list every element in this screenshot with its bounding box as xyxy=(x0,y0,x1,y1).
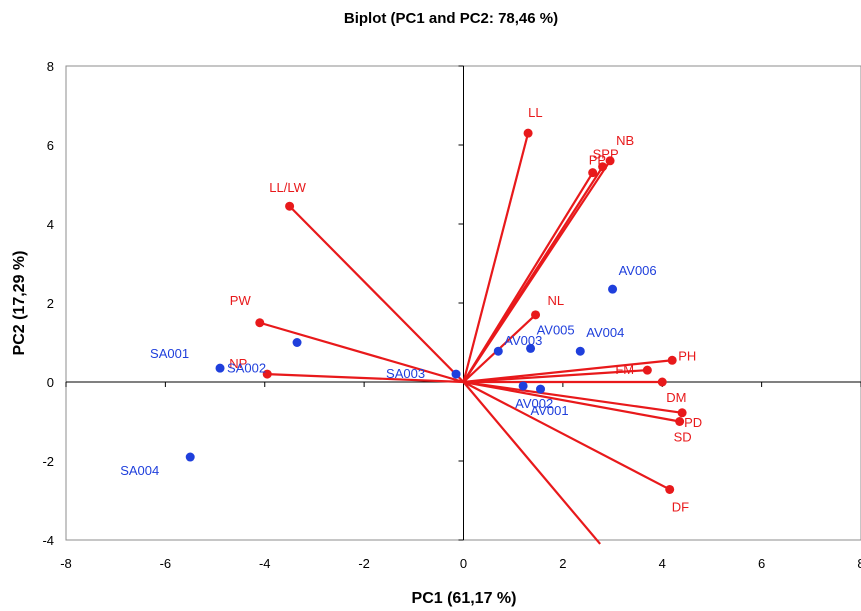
x-tick-label: 6 xyxy=(758,556,765,571)
observation-point xyxy=(526,343,536,353)
variable-point xyxy=(255,318,265,328)
variable-point xyxy=(262,369,272,379)
observation-label: AV003 xyxy=(504,333,542,348)
x-tick-label: -6 xyxy=(160,556,172,571)
observation-label: SA003 xyxy=(386,366,425,381)
variable-vectors xyxy=(255,128,687,545)
chart-title: Biplot (PC1 and PC2: 78,46 %) xyxy=(344,10,558,27)
variable-label: DF xyxy=(672,499,689,514)
observation-point xyxy=(575,346,585,356)
y-tick-label: -2 xyxy=(42,454,54,469)
observation-point xyxy=(292,338,302,347)
variable-vector xyxy=(259,321,464,384)
y-tick-label: 4 xyxy=(47,217,54,232)
variable-label: NP xyxy=(229,356,247,371)
tick-labels: -8 -6 -4 -2 0 2 4 6 8 -4 -2 0 2 4 6 8 xyxy=(42,59,861,571)
y-tick-label: 2 xyxy=(47,296,54,311)
variable-label: FM xyxy=(615,362,634,377)
variable-vector xyxy=(462,132,530,383)
variable-point xyxy=(588,168,598,178)
axes-layer xyxy=(65,65,861,541)
observation-label: AV002 xyxy=(515,396,553,411)
variable-label: LL/LW xyxy=(269,180,306,195)
observation-label: AV005 xyxy=(537,322,575,337)
observation-point xyxy=(215,363,225,373)
variable-vector xyxy=(463,380,683,414)
x-tick-label: 0 xyxy=(460,556,467,571)
x-tick-label: 8 xyxy=(857,556,861,571)
variable-vector xyxy=(288,205,465,383)
observation-point xyxy=(536,384,546,394)
variable-vector xyxy=(463,369,648,384)
variable-label: LL xyxy=(528,105,542,120)
observation-point xyxy=(451,369,461,379)
observation-label: SA001 xyxy=(150,346,189,361)
variable-point xyxy=(667,355,677,365)
variable-label: NB xyxy=(616,133,634,148)
y-tick-label: -4 xyxy=(42,533,54,548)
x-tick-label: -8 xyxy=(60,556,72,571)
variable-point xyxy=(285,201,295,211)
variable-label: NL xyxy=(548,293,565,308)
variable-vector xyxy=(463,359,673,384)
variable-label: PP xyxy=(589,153,606,168)
x-tick-label: 4 xyxy=(659,556,666,571)
y-axis-title: PC2 (17,29 %) xyxy=(11,251,28,356)
observation-points xyxy=(185,284,618,462)
x-tick-label: -4 xyxy=(259,556,271,571)
y-tick-label: 0 xyxy=(47,375,54,390)
variable-vector xyxy=(462,381,671,491)
variable-label: PH xyxy=(678,348,696,363)
observation-label: SA002 xyxy=(227,361,266,376)
variable-label: PW xyxy=(230,293,252,308)
variable-point xyxy=(677,408,687,418)
observation-label: AV006 xyxy=(619,263,657,278)
variable-label: SPP xyxy=(593,147,619,162)
observation-label: AV001 xyxy=(531,403,569,418)
variable-vector xyxy=(463,380,680,423)
variable-vector xyxy=(462,172,594,383)
variable-point xyxy=(531,310,541,320)
observation-label: AV004 xyxy=(586,325,624,340)
variable-vector xyxy=(267,373,464,384)
observation-point xyxy=(185,452,195,462)
observation-point xyxy=(608,284,618,294)
observation-point xyxy=(518,381,528,391)
variable-point xyxy=(665,484,675,494)
x-tick-label: -2 xyxy=(358,556,370,571)
variable-label: SD xyxy=(674,430,692,445)
variable-label: PD xyxy=(684,415,702,430)
variable-point xyxy=(605,156,615,166)
variable-point xyxy=(523,128,533,138)
y-tick-label: 6 xyxy=(47,138,54,153)
observation-label: SA004 xyxy=(120,463,159,478)
variable-label: DM xyxy=(666,390,686,405)
observation-point xyxy=(493,346,503,356)
y-tick-label: 8 xyxy=(47,59,54,74)
x-tick-label: 2 xyxy=(559,556,566,571)
variable-point xyxy=(657,377,667,387)
variable-point xyxy=(598,162,608,172)
variable-vector xyxy=(462,381,601,545)
x-axis-title: PC1 (61,17 %) xyxy=(412,590,517,607)
variable-point xyxy=(642,365,652,375)
variable-point xyxy=(675,417,685,426)
